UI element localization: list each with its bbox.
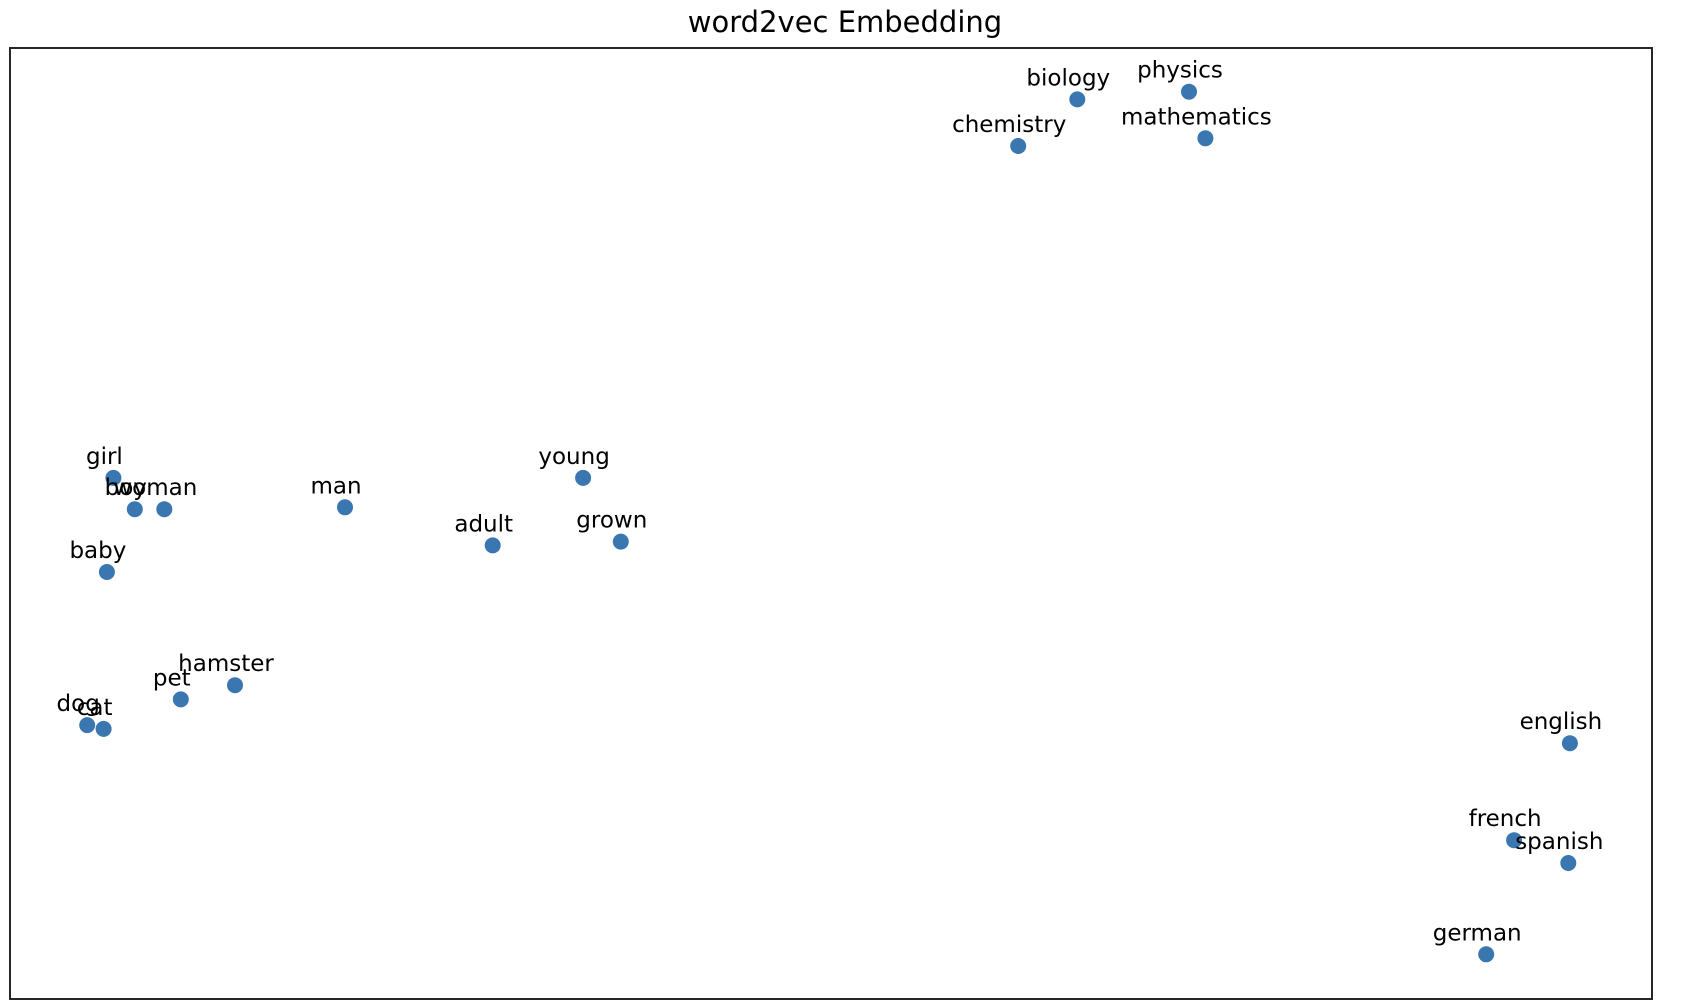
data-point-young	[575, 469, 592, 486]
data-point-boy	[126, 501, 143, 518]
point-label-chemistry: chemistry	[952, 112, 1066, 138]
point-label-spanish: spanish	[1515, 829, 1603, 855]
data-point-spanish	[1560, 855, 1577, 871]
point-label-man: man	[310, 473, 361, 499]
data-point-mathematics	[1197, 130, 1214, 147]
point-label-mathematics: mathematics	[1121, 104, 1272, 130]
data-point-biology	[1069, 91, 1086, 108]
chart-title: word2vec Embedding	[688, 5, 1002, 39]
data-point-pet	[172, 691, 189, 708]
data-point-french	[1506, 832, 1523, 849]
point-label-boy: boy	[105, 475, 147, 501]
point-label-dog: dog	[57, 691, 100, 717]
point-label-woman: woman	[113, 475, 197, 501]
point-label-french: french	[1469, 806, 1542, 832]
data-point-hamster	[227, 677, 243, 694]
point-label-hamster: hamster	[178, 651, 274, 677]
data-point-adult	[484, 537, 501, 554]
data-point-baby	[98, 564, 115, 580]
point-label-german: german	[1433, 920, 1522, 946]
point-label-grown: grown	[576, 508, 647, 534]
point-label-physics: physics	[1137, 58, 1223, 84]
point-label-cat: cat	[77, 695, 113, 721]
data-point-german	[1478, 946, 1495, 963]
data-point-dog	[79, 717, 96, 734]
data-point-man	[337, 499, 353, 516]
point-label-young: young	[538, 444, 609, 470]
data-point-physics	[1181, 83, 1197, 100]
point-label-adult: adult	[454, 511, 513, 537]
point-label-baby: baby	[69, 538, 126, 564]
point-label-biology: biology	[1026, 65, 1110, 91]
data-point-english	[1561, 735, 1578, 752]
data-point-girl	[105, 469, 122, 486]
data-point-cat	[95, 720, 112, 737]
point-label-pet: pet	[153, 665, 191, 691]
point-label-girl: girl	[86, 444, 123, 470]
data-point-grown	[612, 533, 629, 550]
points-layer: biology physics chemistry mathematics girl bo…	[57, 58, 1603, 963]
point-label-english: english	[1520, 709, 1603, 735]
axes-frame	[9, 47, 1653, 1000]
data-point-chemistry	[1010, 138, 1027, 154]
data-point-woman	[156, 501, 173, 518]
